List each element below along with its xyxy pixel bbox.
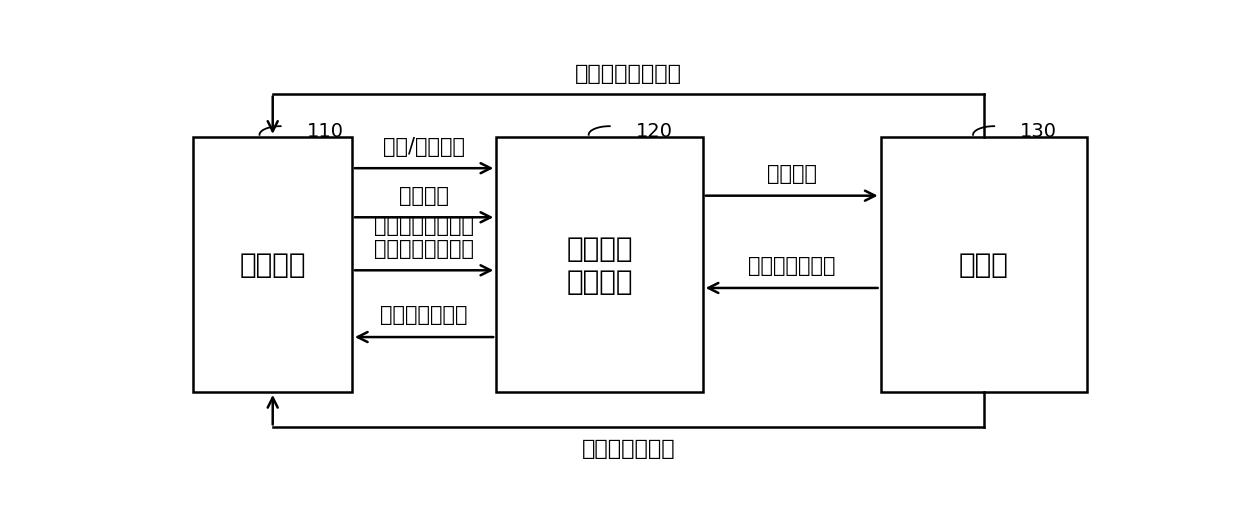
- Text: 130: 130: [1021, 122, 1058, 140]
- Text: 测试台状态信息: 测试台状态信息: [582, 439, 675, 459]
- Text: 120: 120: [636, 122, 673, 140]
- Bar: [880, 137, 1087, 392]
- Text: 快速控制
原型单元: 快速控制 原型单元: [567, 235, 632, 295]
- Text: 起浮/降落指令: 起浮/降落指令: [383, 136, 465, 156]
- Bar: [193, 137, 352, 392]
- Text: 测试台: 测试台: [959, 251, 1009, 279]
- Bar: [496, 137, 703, 392]
- Text: 110: 110: [306, 122, 343, 140]
- Text: 速度信号: 速度信号: [399, 185, 449, 205]
- Text: 控制信号: 控制信号: [766, 164, 817, 184]
- Text: 电磁铁传感信息: 电磁铁传感信息: [748, 256, 836, 276]
- Text: 电磁铁传感信息: 电磁铁传感信息: [381, 305, 467, 325]
- Text: 总控单元: 总控单元: [239, 251, 306, 279]
- Text: 磁悬浮控制算法模
型的内部状态信息: 磁悬浮控制算法模 型的内部状态信息: [374, 215, 474, 258]
- Text: 轨道激励设置信号: 轨道激励设置信号: [575, 64, 682, 83]
